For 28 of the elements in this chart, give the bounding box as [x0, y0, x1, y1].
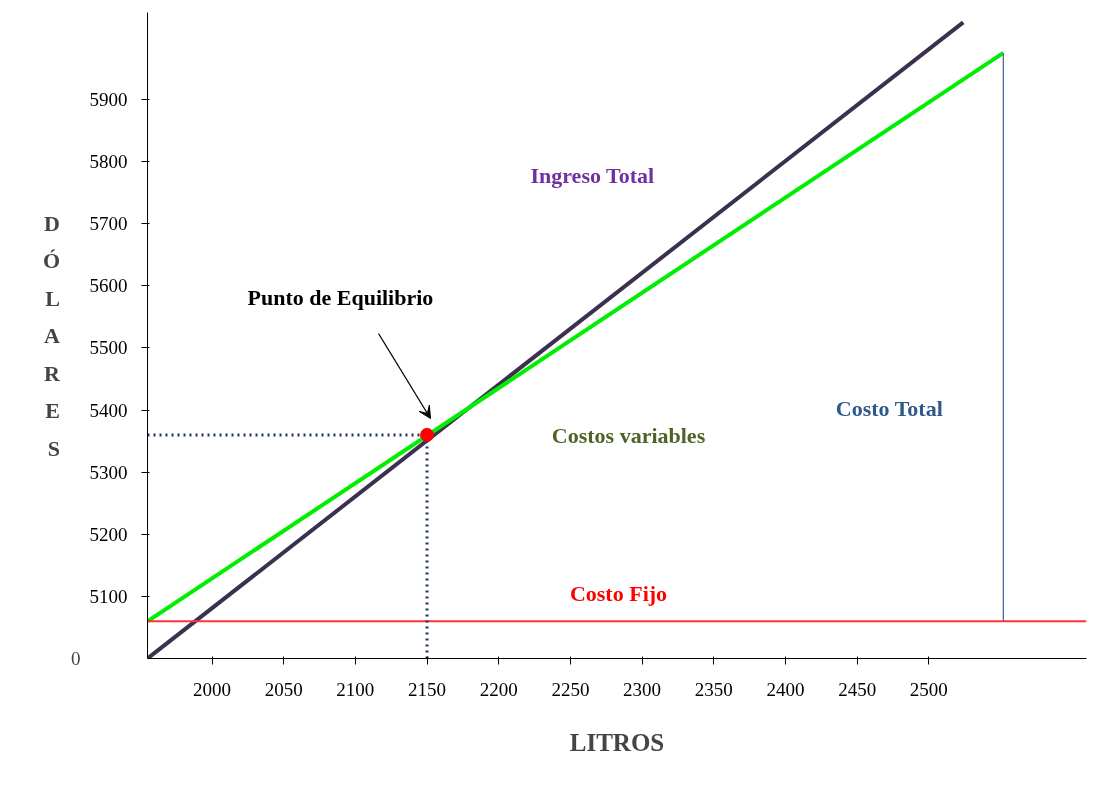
x-axis-title: LITROS	[569, 728, 665, 756]
annotation: Punto de Equilibrio	[247, 285, 434, 310]
x-tick-label: 2050	[264, 678, 303, 700]
y-tick-label: 5600	[89, 275, 128, 297]
x-tick-label: 2150	[408, 678, 447, 700]
y-tick-label: 5300	[89, 461, 128, 483]
y-tick-label: 5900	[89, 88, 128, 110]
annotation: Costos variables	[551, 423, 706, 448]
y-tick-label: 5800	[89, 151, 128, 173]
y-tick-label: 5700	[89, 213, 128, 235]
annotation: Ingreso Total	[530, 163, 655, 188]
x-tick-label: 2450	[838, 678, 877, 700]
y-tick-label: 5100	[89, 585, 128, 607]
x-tick-label: 2200	[479, 678, 518, 700]
y-tick-label: 5400	[89, 399, 128, 421]
y-tick-label: 5200	[89, 523, 128, 545]
annotation: Costo Total	[835, 396, 943, 421]
x-tick-label: 2300	[623, 678, 662, 700]
x-tick-label: 2350	[694, 678, 733, 700]
x-tick-label: 2500	[909, 678, 948, 700]
annotation: Costo Fijo	[569, 581, 668, 606]
text: 0	[71, 648, 81, 669]
y-tick-label: 5500	[89, 337, 128, 359]
y-axis-title: DÓLARES	[42, 210, 62, 461]
x-tick-label: 2400	[766, 678, 805, 700]
x-tick-label: 2250	[551, 678, 590, 700]
x-tick-label: 2000	[193, 678, 232, 700]
x-tick-label: 2100	[336, 678, 375, 700]
